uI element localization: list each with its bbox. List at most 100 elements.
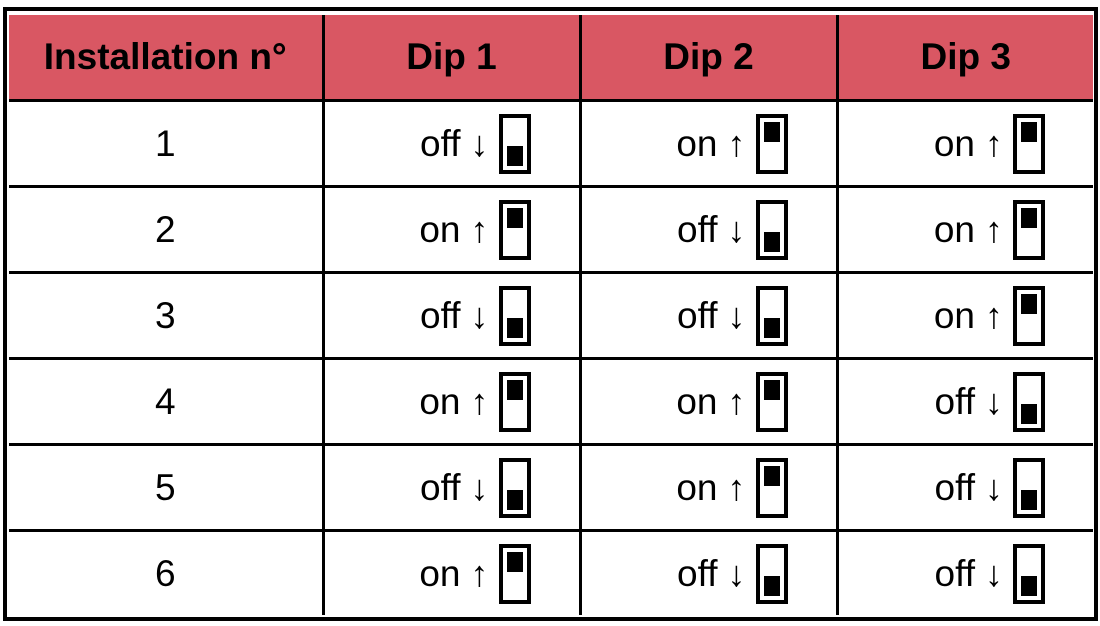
dip-state-label: off xyxy=(677,552,718,594)
switch-knob xyxy=(763,121,780,142)
dip-state-label: on xyxy=(419,208,461,250)
arrow-down-icon: ↓ xyxy=(985,466,1003,508)
dip-1-cell: on ↑ xyxy=(321,357,582,446)
arrow-up-icon: ↑ xyxy=(985,294,1003,336)
switch-down-icon xyxy=(1013,371,1045,432)
dip-state-label: off xyxy=(934,380,975,422)
dip-3-cell: on ↑ xyxy=(835,271,1093,360)
arrow-down-icon: ↓ xyxy=(470,466,489,508)
switch-knob xyxy=(763,575,780,596)
dip-3-cell: off ↓ xyxy=(835,529,1094,615)
dip-state-label: off xyxy=(420,466,461,508)
arrow-down-icon: ↓ xyxy=(727,552,746,594)
dip-2-cell: on ↑ xyxy=(578,99,839,188)
switch-knob xyxy=(763,379,780,400)
dip-state-label: on xyxy=(676,380,718,422)
table-row: 1 off ↓ on ↑ on ↑ xyxy=(9,99,1094,188)
dip-state-label: on xyxy=(933,122,975,164)
dip-state: on ↑ xyxy=(839,113,1094,174)
dip-state-label: off xyxy=(420,122,461,164)
switch-up-icon xyxy=(498,199,531,260)
arrow-down-icon: ↓ xyxy=(470,122,489,164)
dip-3-cell: on ↑ xyxy=(835,185,1094,274)
arrow-down-icon: ↓ xyxy=(727,208,746,250)
switch-knob xyxy=(506,145,523,166)
dip-state: on ↑ xyxy=(325,199,579,260)
dip-1-cell: on ↑ xyxy=(321,529,582,615)
dip-state: off ↓ xyxy=(582,199,836,260)
arrow-up-icon: ↑ xyxy=(727,466,746,508)
arrow-down-icon: ↓ xyxy=(985,380,1003,422)
dip-state: on ↑ xyxy=(839,199,1094,260)
table-frame xyxy=(3,7,1098,621)
arrow-down-icon: ↓ xyxy=(985,552,1003,594)
dip-1-cell: off ↓ xyxy=(321,271,582,360)
dip-2-cell: off ↓ xyxy=(578,529,839,615)
switch-knob xyxy=(1021,489,1037,510)
dip-state-label: on xyxy=(676,122,718,164)
switch-knob xyxy=(1021,121,1037,142)
switch-down-icon xyxy=(498,457,531,518)
arrow-down-icon: ↓ xyxy=(727,294,746,336)
arrow-up-icon: ↑ xyxy=(985,208,1003,250)
switch-knob xyxy=(1021,293,1037,314)
dip-state-label: off xyxy=(420,294,461,336)
arrow-down-icon: ↓ xyxy=(470,294,489,336)
arrow-up-icon: ↑ xyxy=(727,380,746,422)
switch-knob xyxy=(1021,403,1037,424)
dip-state: off ↓ xyxy=(325,285,579,346)
dip-2-cell: on ↑ xyxy=(578,357,839,446)
dip-3-cell: off ↓ xyxy=(835,357,1094,446)
switch-knob xyxy=(763,465,780,486)
switch-up-icon xyxy=(755,113,788,174)
switch-up-icon xyxy=(498,543,531,604)
table-row: 3 off ↓ off ↓ on ↑ xyxy=(9,271,1093,360)
switch-knob xyxy=(763,231,780,252)
arrow-up-icon: ↑ xyxy=(470,208,489,250)
header-row: Installation n° Dip 1 Dip 2 Dip 3 xyxy=(9,15,1093,102)
dip-state-label: off xyxy=(677,208,718,250)
switch-down-icon xyxy=(755,285,788,346)
dip-switch-table: Installation n° Dip 1 Dip 2 Dip 3 1 off … xyxy=(9,15,1093,615)
switch-knob xyxy=(506,551,523,572)
installation-number: 4 xyxy=(9,357,325,446)
table-row: 2 on ↑ off ↓ on ↑ xyxy=(9,185,1094,274)
arrow-up-icon: ↑ xyxy=(727,122,746,164)
installation-number: 2 xyxy=(9,185,325,274)
dip-state: off ↓ xyxy=(325,113,579,174)
dip-state: on ↑ xyxy=(325,371,579,432)
switch-up-icon xyxy=(1013,285,1045,346)
table-row: 6 on ↑ off ↓ off ↓ xyxy=(9,529,1094,615)
switch-down-icon xyxy=(755,199,788,260)
switch-down-icon xyxy=(498,285,531,346)
switch-up-icon xyxy=(755,457,788,518)
switch-knob xyxy=(1021,575,1037,596)
installation-number: 1 xyxy=(9,99,325,188)
dip-state: off ↓ xyxy=(582,543,836,604)
installation-number: 5 xyxy=(9,443,325,532)
switch-up-icon xyxy=(1013,113,1045,174)
table-row: 5 off ↓ on ↑ off ↓ xyxy=(9,443,1093,532)
dip-state-label: on xyxy=(676,466,718,508)
dip-state: off ↓ xyxy=(582,285,836,346)
dip-state-label: off xyxy=(677,294,718,336)
switch-up-icon xyxy=(755,371,788,432)
arrow-up-icon: ↑ xyxy=(470,552,489,594)
switch-up-icon xyxy=(1013,199,1045,260)
switch-down-icon xyxy=(1013,457,1045,518)
header-dip-1: Dip 1 xyxy=(321,15,582,102)
dip-state-label: on xyxy=(419,552,461,594)
dip-state-label: on xyxy=(933,294,975,336)
installation-number: 3 xyxy=(9,271,325,360)
dip-1-cell: off ↓ xyxy=(321,99,582,188)
header-installation: Installation n° xyxy=(9,15,325,102)
dip-state: on ↑ xyxy=(325,543,579,604)
header-dip-3: Dip 3 xyxy=(835,15,1093,102)
dip-state-label: on xyxy=(933,208,975,250)
dip-state: off ↓ xyxy=(839,371,1094,432)
table-row: 4 on ↑ on ↑ off ↓ xyxy=(9,357,1094,446)
dip-2-cell: on ↑ xyxy=(578,443,839,532)
switch-knob xyxy=(506,317,523,338)
dip-state: off ↓ xyxy=(839,543,1094,604)
switch-knob xyxy=(1021,207,1037,228)
